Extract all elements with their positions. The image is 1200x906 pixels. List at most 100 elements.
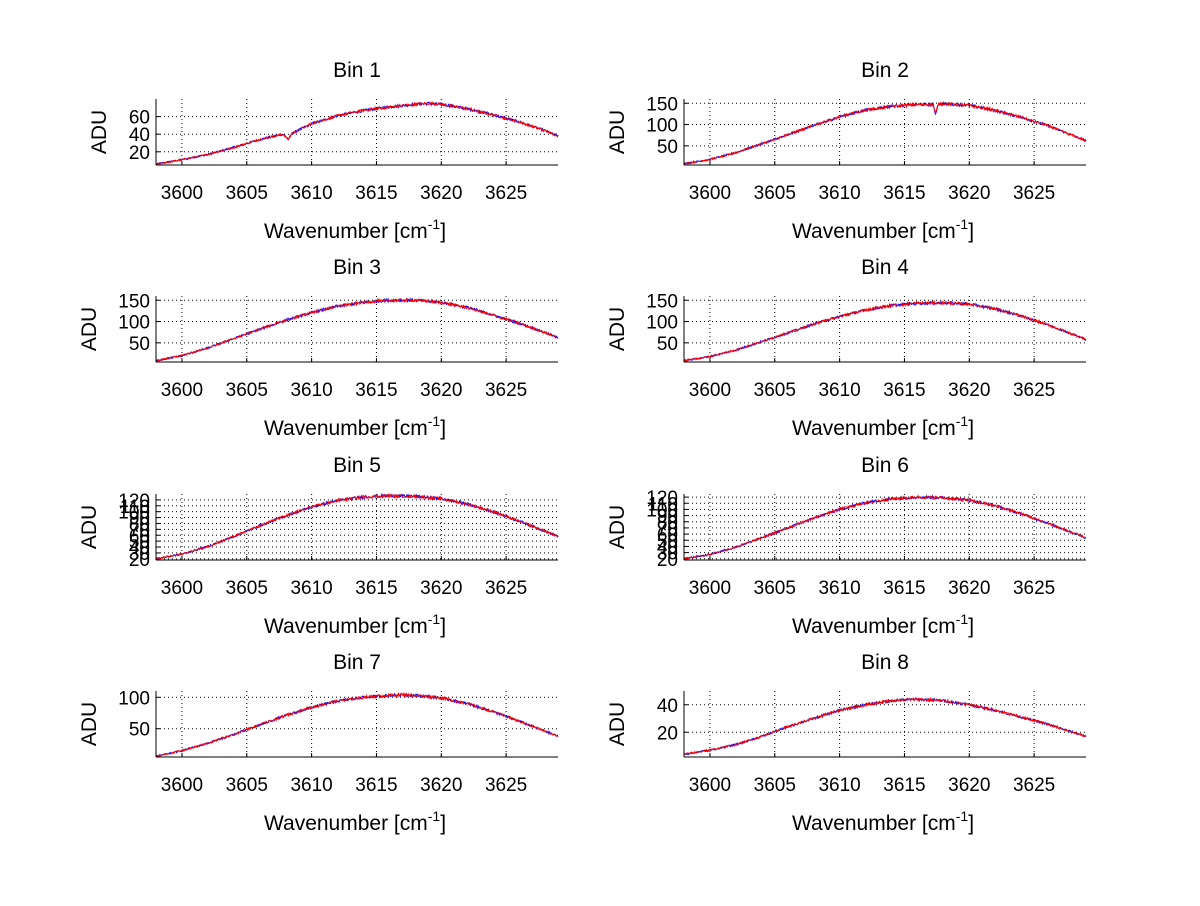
y-tick-label: 20 bbox=[129, 143, 150, 164]
subplot-7: Bin 7 3600 3605 3610 3615 3620 3625 50 100 Wavenu… bbox=[78, 651, 559, 835]
y-axis-label: ADU bbox=[88, 110, 111, 154]
series-line-red bbox=[683, 494, 1087, 560]
x-tick-label: 3615 bbox=[883, 578, 925, 599]
x-axis-label: Wavenumber [cm-1] bbox=[792, 216, 974, 243]
x-tick-label: 3615 bbox=[355, 578, 397, 599]
x-tick-label: 3600 bbox=[161, 578, 203, 599]
plot-area bbox=[684, 494, 1086, 560]
y-tick-label: 110 bbox=[648, 494, 678, 515]
plot-area bbox=[156, 494, 558, 560]
x-tick-label: 3625 bbox=[1013, 578, 1055, 599]
x-tick-label: 3610 bbox=[818, 775, 860, 796]
x-tick-label: 3610 bbox=[290, 775, 332, 796]
y-tick-label: 120 bbox=[118, 491, 150, 512]
series-line-red bbox=[155, 691, 559, 758]
series-line-red bbox=[155, 492, 559, 560]
x-axis-label: Wavenumber [cm-1] bbox=[264, 611, 446, 638]
subplot-title: Bin 4 bbox=[861, 256, 909, 279]
x-tick-label: 3620 bbox=[948, 775, 990, 796]
x-tick-label: 3625 bbox=[485, 380, 527, 401]
subplot-title: Bin 7 bbox=[333, 651, 381, 674]
x-tick-label: 3625 bbox=[485, 183, 527, 204]
y-axis-label: ADU bbox=[606, 505, 629, 549]
x-tick-label: 3615 bbox=[355, 775, 397, 796]
x-tick-label: 3620 bbox=[420, 578, 462, 599]
x-tick-label: 3620 bbox=[420, 183, 462, 204]
plot-area bbox=[156, 296, 558, 362]
y-tick-label: 60 bbox=[129, 526, 150, 547]
series-line-red bbox=[683, 299, 1087, 362]
x-tick-label: 3605 bbox=[754, 775, 796, 796]
series-line-red bbox=[683, 101, 1087, 166]
series-line-red bbox=[155, 297, 559, 362]
y-axis-label: ADU bbox=[606, 702, 629, 746]
y-axis-label: ADU bbox=[78, 702, 101, 746]
y-tick-label: 40 bbox=[129, 125, 150, 146]
x-tick-label: 3625 bbox=[1013, 380, 1055, 401]
y-tick-label: 100 bbox=[646, 116, 678, 137]
x-axis-label: Wavenumber [cm-1] bbox=[264, 216, 446, 243]
y-tick-label: 150 bbox=[646, 291, 678, 312]
y-tick-label: 30 bbox=[657, 544, 678, 565]
x-tick-label: 3600 bbox=[689, 578, 731, 599]
y-tick-label: 50 bbox=[657, 137, 678, 158]
y-tick-label: 100 bbox=[118, 313, 150, 334]
x-tick-label: 3610 bbox=[290, 183, 332, 204]
subplot-title: Bin 2 bbox=[861, 59, 909, 82]
x-tick-label: 3625 bbox=[485, 775, 527, 796]
subplot-title: Bin 1 bbox=[333, 59, 381, 82]
x-tick-label: 3620 bbox=[948, 578, 990, 599]
y-tick-label: 50 bbox=[129, 720, 150, 741]
subplot-8: Bin 8 3600 3605 3610 3615 3620 3625 20 40 Wavenum… bbox=[606, 651, 1087, 835]
y-tick-label: 50 bbox=[657, 531, 678, 552]
x-tick-label: 3600 bbox=[161, 775, 203, 796]
x-axis-label: Wavenumber [cm-1] bbox=[792, 808, 974, 835]
x-axis-label: Wavenumber [cm-1] bbox=[264, 413, 446, 440]
x-tick-label: 3620 bbox=[420, 775, 462, 796]
y-tick-label: 150 bbox=[646, 94, 678, 115]
subplot-title: Bin 3 bbox=[333, 256, 381, 279]
x-tick-label: 3605 bbox=[754, 578, 796, 599]
x-tick-label: 3615 bbox=[355, 183, 397, 204]
y-tick-label: 50 bbox=[657, 334, 678, 355]
y-axis-label: ADU bbox=[606, 110, 629, 154]
x-tick-label: 3600 bbox=[689, 183, 731, 204]
y-tick-label: 90 bbox=[657, 507, 678, 528]
y-tick-label: 80 bbox=[657, 513, 678, 534]
x-tick-label: 3605 bbox=[754, 183, 796, 204]
x-tick-label: 3620 bbox=[420, 380, 462, 401]
y-tick-label: 80 bbox=[129, 514, 150, 535]
x-tick-label: 3600 bbox=[689, 775, 731, 796]
x-tick-label: 3625 bbox=[1013, 183, 1055, 204]
x-tick-label: 3605 bbox=[226, 775, 268, 796]
y-tick-label: 150 bbox=[118, 291, 150, 312]
x-tick-label: 3600 bbox=[161, 183, 203, 204]
x-tick-label: 3615 bbox=[883, 380, 925, 401]
y-tick-label: 100 bbox=[646, 500, 678, 521]
plot-area bbox=[684, 99, 1086, 165]
x-tick-label: 3605 bbox=[226, 183, 268, 204]
x-tick-label: 3620 bbox=[948, 183, 990, 204]
x-tick-label: 3610 bbox=[818, 183, 860, 204]
x-tick-label: 3600 bbox=[689, 380, 731, 401]
y-tick-label: 50 bbox=[129, 334, 150, 355]
subplot-title: Bin 6 bbox=[861, 454, 909, 477]
plot-area bbox=[684, 296, 1086, 362]
plot-area bbox=[156, 691, 558, 757]
x-tick-label: 3615 bbox=[883, 183, 925, 204]
y-tick-label: 60 bbox=[129, 108, 150, 129]
y-tick-label: 60 bbox=[657, 525, 678, 546]
y-tick-label: 120 bbox=[646, 488, 678, 509]
x-tick-label: 3620 bbox=[948, 380, 990, 401]
y-tick-label: 70 bbox=[129, 520, 150, 541]
y-tick-label: 100 bbox=[118, 503, 150, 524]
y-tick-label: 50 bbox=[129, 532, 150, 553]
y-tick-label: 40 bbox=[129, 538, 150, 559]
x-tick-label: 3600 bbox=[161, 380, 203, 401]
x-tick-label: 3605 bbox=[226, 578, 268, 599]
subplot-5: Bin 5 3600 3605 3610 3615 3620 3625 20304050607… bbox=[78, 454, 559, 638]
subplot-title: Bin 5 bbox=[333, 454, 381, 477]
